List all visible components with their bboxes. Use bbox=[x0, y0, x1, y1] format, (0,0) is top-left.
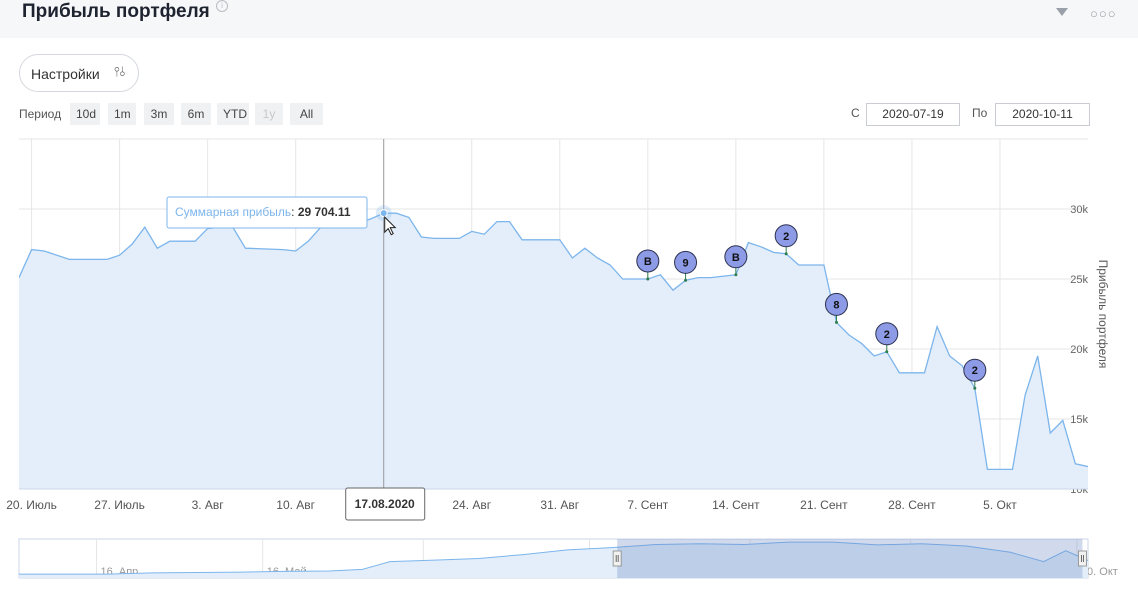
y-tick-label: 25k bbox=[1070, 274, 1088, 286]
flag-label: 2 bbox=[884, 329, 890, 341]
navigator-tick-label: 12. Авг bbox=[754, 566, 790, 578]
date-from-input[interactable]: 2020-07-19 bbox=[866, 103, 960, 126]
settings-button[interactable]: Настройки ⫯⫰ bbox=[19, 54, 139, 92]
navigator bbox=[18, 538, 1089, 579]
flag-label: B bbox=[732, 252, 740, 264]
y-tick-label: 30k bbox=[1070, 204, 1088, 216]
navigator-tick-label: 10. Сент bbox=[915, 566, 959, 578]
tooltip-series-label: Суммарная прибыль bbox=[175, 205, 291, 219]
navigator-tick-label: 16. Апр bbox=[101, 566, 139, 578]
flag-label: 2 bbox=[783, 231, 789, 243]
flag-marker bbox=[724, 245, 748, 269]
y-tick-label: 15k bbox=[1070, 414, 1088, 426]
x-tick-label: 24. Авг bbox=[452, 498, 491, 512]
flag-label: 9 bbox=[682, 257, 688, 269]
hover-point bbox=[379, 209, 388, 218]
x-tick-label: 14. Сент bbox=[712, 498, 760, 512]
flag-marker bbox=[875, 322, 899, 346]
navigator-tick-label: 16. Май bbox=[267, 566, 307, 578]
flag-anchor bbox=[973, 386, 977, 390]
navigator-handle-right[interactable] bbox=[1077, 550, 1087, 567]
settings-button-label: Настройки bbox=[31, 66, 100, 82]
crosshair-date-box bbox=[345, 487, 426, 521]
flag-marker bbox=[636, 249, 660, 273]
y-axis-title: Прибыль портфеля bbox=[1096, 260, 1110, 369]
crosshair-date-label: 17.08.2020 bbox=[355, 497, 415, 511]
flag-anchor bbox=[885, 350, 889, 354]
filter-icon[interactable] bbox=[1056, 8, 1068, 16]
tooltip-value: 29 704.11 bbox=[298, 205, 351, 219]
navigator-handle-left[interactable] bbox=[612, 550, 622, 567]
x-tick-label: 3. Авг bbox=[192, 498, 225, 512]
flag-marker bbox=[674, 250, 698, 274]
x-tick-label: 20. Июль bbox=[6, 498, 57, 512]
period-button-3m[interactable]: 3m bbox=[144, 103, 174, 125]
flag-label: 8 bbox=[833, 299, 839, 311]
page-title: Прибыль портфеля bbox=[22, 1, 210, 22]
period-label: Период bbox=[19, 107, 62, 121]
x-tick-label: 7. Сент bbox=[627, 498, 668, 512]
panel-header bbox=[0, 0, 1138, 38]
flag-anchor bbox=[784, 252, 788, 256]
hover-halo bbox=[375, 205, 392, 222]
y-tick-label: 20k bbox=[1070, 344, 1088, 356]
flag-marker bbox=[963, 358, 987, 382]
tooltip: Суммарная прибыль: 29 704.11 bbox=[166, 196, 368, 229]
flag-label: 2 bbox=[972, 365, 978, 377]
x-tick-label: 5. Окт bbox=[983, 498, 1017, 512]
date-from-label: С bbox=[851, 106, 860, 120]
navigator-tick-label: 14. Июнь bbox=[427, 566, 474, 578]
tooltip-box bbox=[166, 196, 368, 229]
sliders-icon: ⫯⫰ bbox=[114, 64, 126, 79]
x-tick-label: 21. Сент bbox=[800, 498, 848, 512]
info-icon[interactable]: i bbox=[216, 0, 228, 12]
navigator-series-fill bbox=[19, 542, 1088, 578]
navigator-series-line bbox=[19, 541, 1089, 575]
mouse-cursor-icon bbox=[384, 215, 397, 236]
flag-anchor bbox=[834, 320, 838, 324]
x-tick-label: 10. Авг bbox=[276, 498, 315, 512]
navigator-tick-label: 14. Июль bbox=[594, 566, 641, 578]
period-button-1m[interactable]: 1m bbox=[108, 103, 136, 125]
flag-label: B bbox=[644, 256, 652, 268]
flag-anchor bbox=[646, 277, 650, 281]
tooltip-text: Суммарная прибыль: 29 704.11 bbox=[175, 205, 351, 219]
date-to-input[interactable]: 2020-10-11 bbox=[995, 103, 1090, 126]
x-tick-label: 31. Авг bbox=[540, 498, 579, 512]
series-area-fill bbox=[19, 213, 1088, 489]
flag-marker bbox=[774, 224, 798, 248]
tooltip-separator: : bbox=[291, 205, 298, 219]
x-tick-label: 27. Июль bbox=[94, 498, 145, 512]
period-button-ytd[interactable]: YTD bbox=[217, 103, 249, 125]
period-button-all[interactable]: All bbox=[290, 103, 323, 125]
series-line bbox=[19, 212, 1088, 471]
flag-anchor bbox=[684, 278, 688, 282]
date-to-label: По bbox=[972, 106, 988, 120]
navigator-tick-label: 10. Окт bbox=[1081, 566, 1118, 578]
flag-anchor bbox=[734, 273, 738, 277]
flag-marker bbox=[824, 292, 848, 316]
y-tick-label: 10k bbox=[1070, 484, 1088, 496]
period-button-6m[interactable]: 6m bbox=[181, 103, 211, 125]
navigator-selection[interactable] bbox=[617, 539, 1083, 578]
period-button-1y: 1y bbox=[255, 103, 283, 125]
more-icon[interactable]: ○○○ bbox=[1090, 6, 1117, 21]
period-button-10d[interactable]: 10d bbox=[70, 103, 100, 125]
x-tick-label: 28. Сент bbox=[888, 498, 936, 512]
